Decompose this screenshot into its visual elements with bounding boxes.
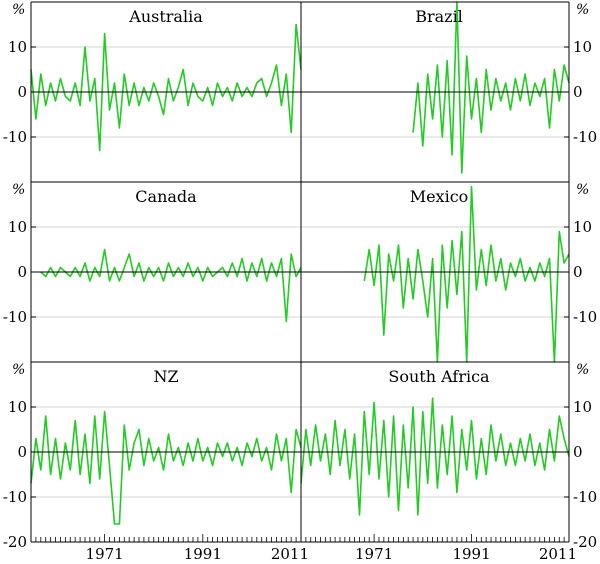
unit-label-right: %: [576, 362, 589, 378]
y-tick-label-left: 0: [17, 83, 27, 101]
y-tick-label-right: -10: [573, 308, 597, 326]
unit-label-right: %: [576, 2, 589, 18]
y-tick-label-right: 10: [573, 38, 592, 56]
x-tick-label: 2011: [271, 545, 309, 563]
series-line: [30, 410, 302, 525]
y-tick-label-right: 10: [573, 218, 592, 236]
series-line: [363, 185, 570, 363]
y-tick-label-right: 0: [573, 83, 583, 101]
zero-lines: [31, 91, 569, 453]
y-tick-label-right: -20: [573, 533, 597, 551]
unit-label-left: %: [12, 2, 25, 18]
y-tick-label-right: 0: [573, 263, 583, 281]
y-tick-label-left: 0: [17, 263, 27, 281]
series-lines: [30, 1, 570, 525]
unit-label-left: %: [12, 362, 25, 378]
y-tick-label-left: 10: [8, 398, 27, 416]
series-line: [300, 397, 570, 516]
y-tick-label-left: -20: [3, 533, 27, 551]
y-tick-label-left: 10: [8, 218, 27, 236]
y-tick-label-left: -10: [3, 308, 27, 326]
y-tick-label-left: -10: [3, 488, 27, 506]
axis-labels: 10 10 0 0 -10 -10% % 10 10 0 0 -10 -10% % 10 10 0 0 -10 -10…: [3, 2, 597, 563]
unit-label-right: %: [576, 182, 589, 198]
panel-title: Mexico: [410, 187, 469, 206]
x-tick-label: 1971: [355, 545, 393, 563]
panel-title: Canada: [135, 187, 197, 206]
y-tick-label-left: -10: [3, 128, 27, 146]
x-tick-label: 1991: [184, 545, 222, 563]
series-line: [412, 1, 570, 174]
x-tick-label: 2011: [539, 545, 577, 563]
panel-title: South Africa: [388, 367, 490, 386]
y-tick-label-right: -10: [573, 128, 597, 146]
panel-titles: Australia Brazil Canada Mexico NZ South Afric…: [128, 7, 490, 386]
panel-title: Australia: [128, 7, 203, 26]
y-tick-label-left: 0: [17, 443, 27, 461]
y-tick-label-left: 10: [8, 38, 27, 56]
axis-ticks: [30, 46, 570, 543]
y-tick-label-right: 10: [573, 398, 592, 416]
panel-title: Brazil: [415, 7, 463, 26]
series-line: [40, 248, 302, 323]
x-tick-label: 1991: [452, 545, 490, 563]
panel-title: NZ: [153, 367, 178, 386]
y-tick-label-right: -10: [573, 488, 597, 506]
series-line: [30, 23, 302, 152]
y-tick-label-right: 0: [573, 443, 583, 461]
unit-label-left: %: [12, 182, 25, 198]
x-tick-label: 1971: [86, 545, 124, 563]
